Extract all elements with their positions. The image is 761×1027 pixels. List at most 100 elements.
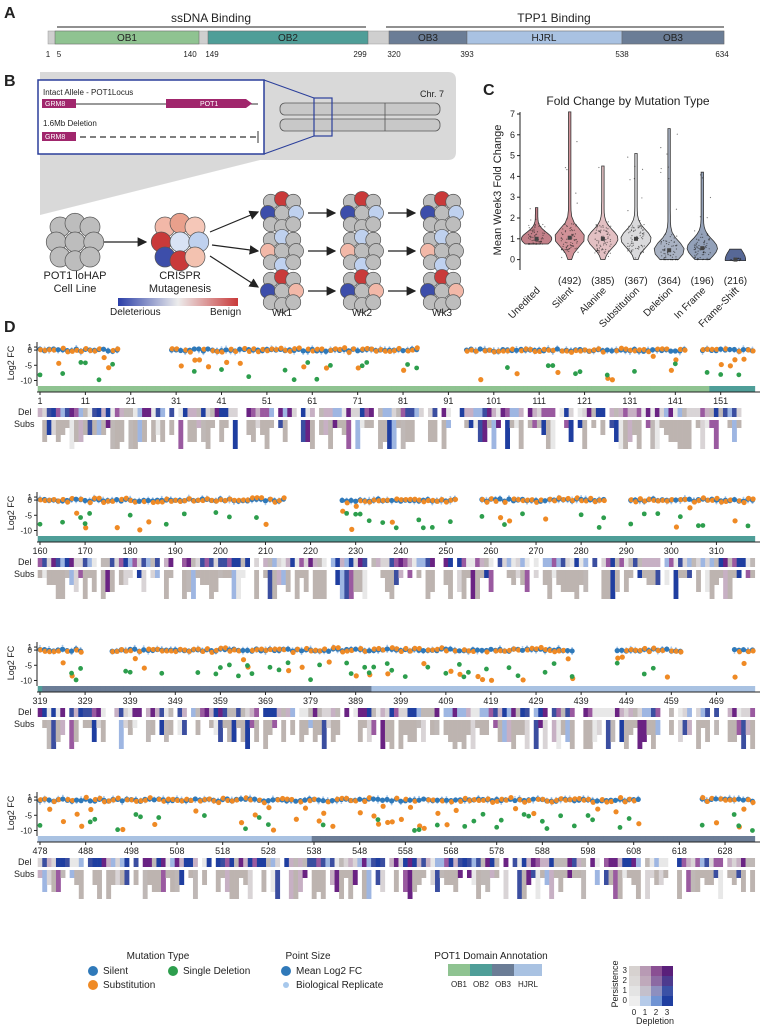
replicate-point [306,353,309,356]
del-cell [245,558,251,567]
substitution-point [296,345,302,351]
domain-bar-segment [357,536,363,542]
violin-category-label: Unedited [507,285,543,321]
substitution-point [595,806,601,812]
del-cell [496,408,501,417]
domain-bar-segment [272,536,278,542]
substitution-point [531,810,537,817]
del-cell [245,708,251,717]
del-cell [493,708,499,717]
subs-cell [550,420,556,449]
deletion-point [359,363,365,369]
domain-bar-segment [745,536,751,542]
del-cell [46,408,52,417]
substitution-point [349,647,355,653]
domain-bar-segment [83,386,89,392]
domain-bar-segment [109,536,115,542]
substitution-point [538,644,544,651]
grm8-gene-intact [42,99,76,108]
del-cell [375,708,381,717]
row-ytick-label: 1 [28,493,33,502]
substitution-point [696,497,702,503]
subs-cell [159,720,165,735]
subs-cell [400,420,406,449]
substitution-point [723,498,729,504]
substitution-point [273,346,280,353]
violin-point [607,250,610,252]
arrow [209,255,260,288]
del-cell [484,558,490,567]
violin-point [538,225,540,227]
deletion-point [236,673,241,679]
del-cell [344,708,350,717]
domain-bar-segment [682,686,688,692]
subs-cell [105,420,111,428]
del-cell [317,708,323,717]
row-subs-label: Subs [14,569,35,579]
del-cell [663,408,669,417]
silent-point [389,497,395,504]
violin-point [528,243,530,245]
domain-bar-segment [529,536,535,542]
del-cell [448,558,453,567]
subs-cell [533,570,539,578]
domain-bar-segment [69,536,75,542]
violin-point [532,231,534,233]
week-cluster [260,269,304,313]
deletion-point [37,823,43,828]
subs-cell [213,570,219,592]
subs-cell [448,570,453,599]
subs-cell [380,570,386,578]
substitution-point [614,348,620,354]
subs-cell [664,570,670,585]
del-cell [651,708,656,717]
silent-point [223,347,229,353]
replicate-point [692,497,695,499]
domain-bar-segment [92,386,98,392]
del-cell [645,408,651,417]
violin-point [568,250,570,253]
replicate-point [293,353,296,355]
del-cell [578,558,584,567]
subs-cell [355,420,361,449]
replicate-point [571,496,574,499]
substitution-point [96,495,102,501]
violin-point [661,255,663,257]
silent-point [389,798,395,804]
substitution-point [272,646,278,652]
del-cell [169,408,175,417]
violin-point [538,223,540,225]
violin-point [598,251,600,253]
violin-point [701,254,703,256]
substitution-point [101,499,107,506]
substitution-point [398,497,404,503]
violin-point [673,237,675,239]
del-cell [308,708,314,717]
violin-point [694,256,696,258]
substitution-point [83,794,89,800]
domain-bar-segment [583,536,589,542]
substitution-point [349,526,355,532]
subs-cell [55,720,61,742]
substitution-point [137,527,143,533]
del-cell [691,408,697,417]
violin-point [610,225,612,227]
subs-cell [312,720,318,742]
deletion-point [456,662,462,667]
del-cell [559,408,565,417]
domain-bar-segment [628,686,634,692]
replicate-point [75,344,78,347]
replicate-point [616,646,619,649]
substitution-point [624,648,630,654]
violin-point [628,248,630,250]
substitution-point [105,498,111,504]
deletion-point [700,523,706,528]
replicate-point [592,352,595,355]
violin-point [598,240,600,242]
substitution-point [741,660,747,667]
substitution-point [376,498,382,504]
del-cell [736,558,742,567]
violin-point [542,238,544,240]
violin-point [643,248,645,250]
violin-point [704,246,706,248]
